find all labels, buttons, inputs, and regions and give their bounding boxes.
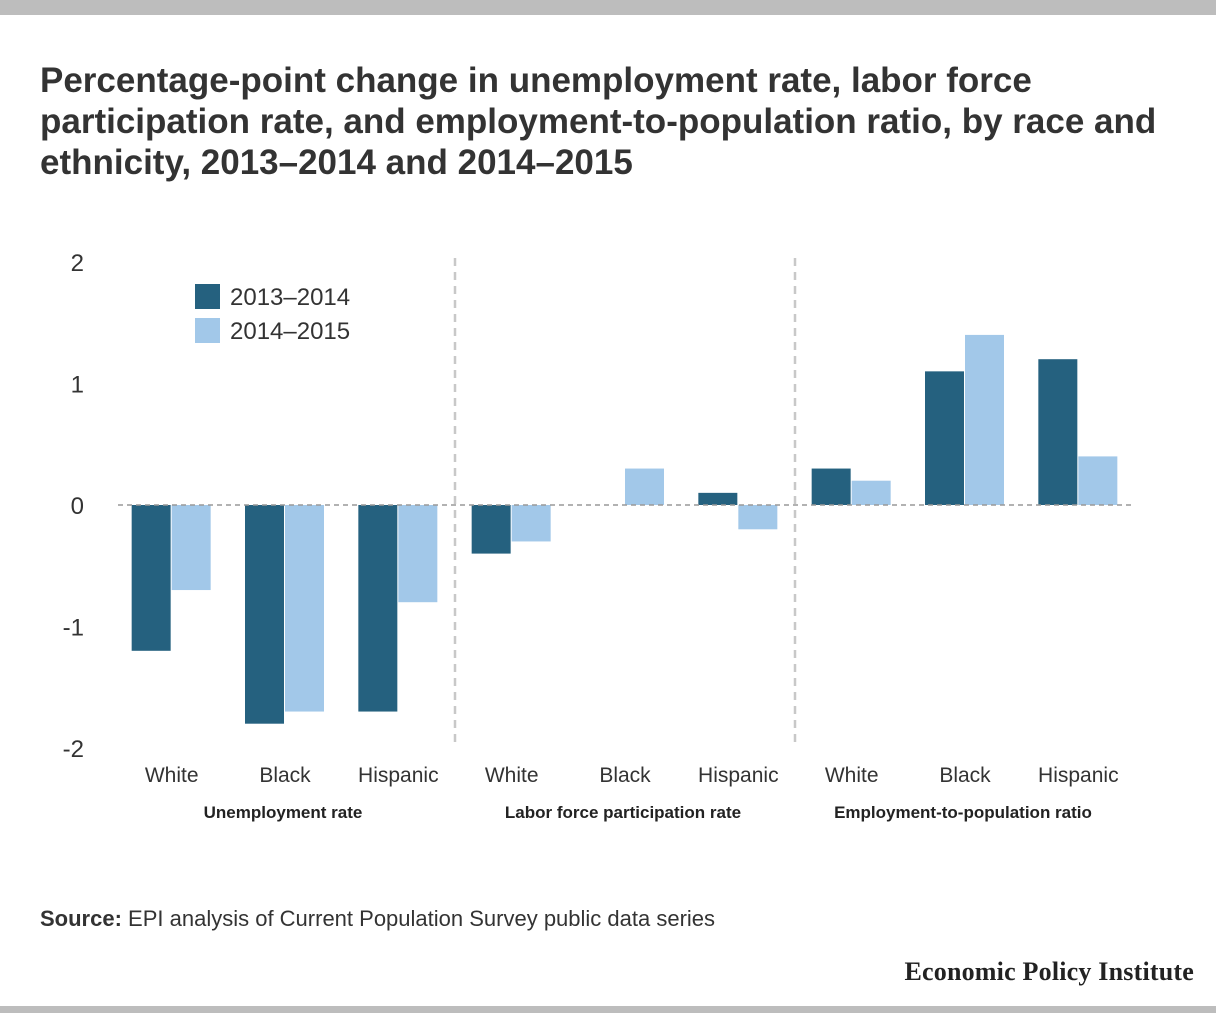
bottom-border-bar [0,1006,1216,1013]
x-group-label: Employment-to-population ratio [834,803,1092,822]
publisher-logo: Economic Policy Institute [904,957,1194,986]
x-category-label: White [145,764,199,787]
legend-label: 2014–2015 [230,318,350,345]
bar-2013-2014 [1038,359,1078,505]
y-tick-label: 1 [71,372,84,399]
source-text: EPI analysis of Current Population Surve… [128,906,716,931]
bar-2014-2015 [625,468,664,505]
bar-2013-2014 [471,505,511,554]
x-category-label: Black [939,764,991,787]
bar-2013-2014 [245,505,284,724]
bar-chart: 2 1 0 -1 -2 White Black Hispanic Unemployment ra… [63,250,1135,822]
bar-2014-2015 [965,334,1004,505]
bar-2013-2014 [925,371,964,505]
x-category-label: Hispanic [698,764,779,787]
bar-2014-2015 [1078,456,1118,505]
x-group-label: Unemployment rate [204,803,363,822]
bar-2014-2015 [738,505,778,530]
y-tick-label: 0 [71,493,84,520]
x-category-label: Hispanic [1038,764,1119,787]
bar-2013-2014 [131,505,171,651]
bar-2014-2015 [511,505,551,542]
legend-swatch-2013-2014 [195,284,220,309]
top-border-bar [0,0,1216,15]
source-label: Source: [40,906,122,931]
y-tick-label: 2 [71,250,84,277]
bar-2013-2014 [811,468,851,505]
bar-2014-2015 [398,505,438,603]
legend-swatch-2014-2015 [195,318,220,343]
legend-label: 2013–2014 [230,284,350,311]
chart-title: Percentage-point change in unemployment … [40,61,1157,182]
bar-2014-2015 [851,480,891,505]
bar-2013-2014 [698,492,738,505]
x-category-label: Black [259,764,311,787]
y-tick-label: -2 [63,736,84,763]
x-category-label: Black [599,764,651,787]
source-note: Source: EPI analysis of Current Populati… [40,906,715,932]
bar-2014-2015 [171,505,211,591]
bar-2014-2015 [285,505,324,712]
x-category-label: White [485,764,539,787]
y-tick-label: -1 [63,615,84,642]
bar-2013-2014 [358,505,398,712]
x-group-label: Labor force participation rate [505,803,741,822]
x-category-label: Hispanic [358,764,439,787]
x-category-label: White [825,764,879,787]
